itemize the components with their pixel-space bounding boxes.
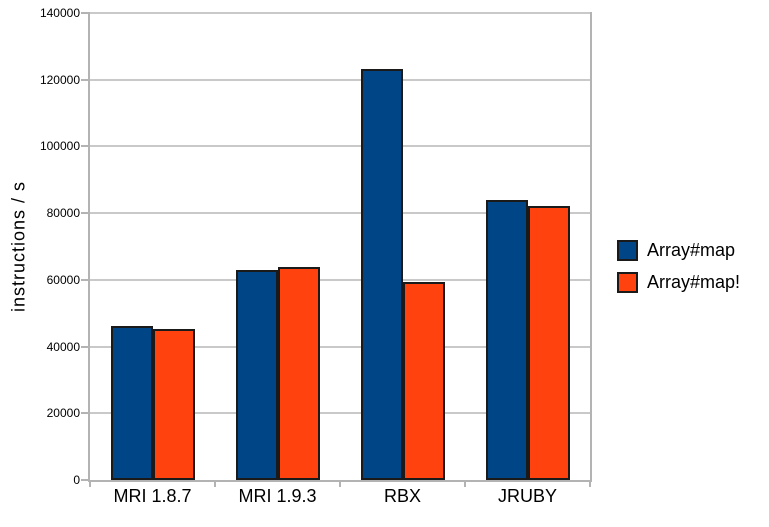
gridline	[90, 12, 590, 14]
x-axis-category-labels: MRI 1.8.7 MRI 1.9.3 RBX JRUBY	[90, 484, 590, 514]
gridline	[90, 412, 590, 415]
legend-swatch	[617, 240, 638, 261]
x-axis-tick	[464, 482, 466, 487]
y-axis-tick	[81, 145, 88, 148]
bar	[527, 206, 570, 480]
y-axis-tick	[81, 278, 88, 281]
gridline	[90, 278, 590, 281]
x-category-label: MRI 1.9.3	[238, 486, 317, 506]
y-axis-tick	[81, 412, 88, 415]
legend-label: Array#map!	[647, 272, 741, 292]
x-axis-tick	[214, 482, 216, 487]
y-tick-label: 20000	[46, 406, 80, 421]
bar	[152, 329, 195, 480]
y-axis-tick	[81, 12, 88, 14]
y-axis-line	[88, 12, 90, 482]
y-tick-label: 140000	[39, 6, 80, 20]
x-category-label: JRUBY	[497, 486, 557, 506]
legend-label: Array#map	[647, 240, 736, 260]
x-axis-line	[88, 480, 592, 482]
y-tick-label: 80000	[46, 206, 80, 221]
legend-swatch	[617, 272, 638, 293]
x-category-label: RBX	[383, 486, 421, 506]
y-axis-tick	[81, 212, 88, 215]
y-tick-label: 0	[73, 473, 80, 487]
bar	[110, 326, 153, 480]
x-axis-tick	[339, 482, 341, 487]
legend: Array#map Array#map!	[617, 240, 740, 293]
bar	[235, 270, 278, 480]
y-tick-label: 60000	[46, 272, 80, 287]
bar	[360, 69, 403, 480]
gridline	[90, 145, 590, 148]
x-category-label: MRI 1.8.7	[113, 486, 192, 506]
bar	[402, 282, 445, 480]
gridline	[90, 212, 590, 215]
legend-item: Array#map	[617, 240, 740, 261]
y-axis-tick-labels: 0 20000 40000 60000 80000 100000 120000 140000	[0, 6, 80, 487]
plot-right-border	[590, 12, 592, 482]
y-tick-label: 40000	[46, 339, 80, 354]
y-axis-tick	[81, 479, 88, 481]
x-axis-tick	[89, 482, 91, 487]
y-tick-label: 100000	[39, 139, 80, 154]
gridline	[90, 345, 590, 348]
bar	[277, 267, 320, 480]
gridline	[90, 78, 590, 81]
legend-item: Array#map!	[617, 272, 740, 293]
y-axis-tick	[81, 78, 88, 81]
x-axis-tick	[589, 482, 591, 487]
y-tick-label: 120000	[39, 72, 80, 87]
bar	[485, 200, 528, 480]
y-axis-tick	[81, 345, 88, 348]
plot-area	[81, 12, 592, 487]
